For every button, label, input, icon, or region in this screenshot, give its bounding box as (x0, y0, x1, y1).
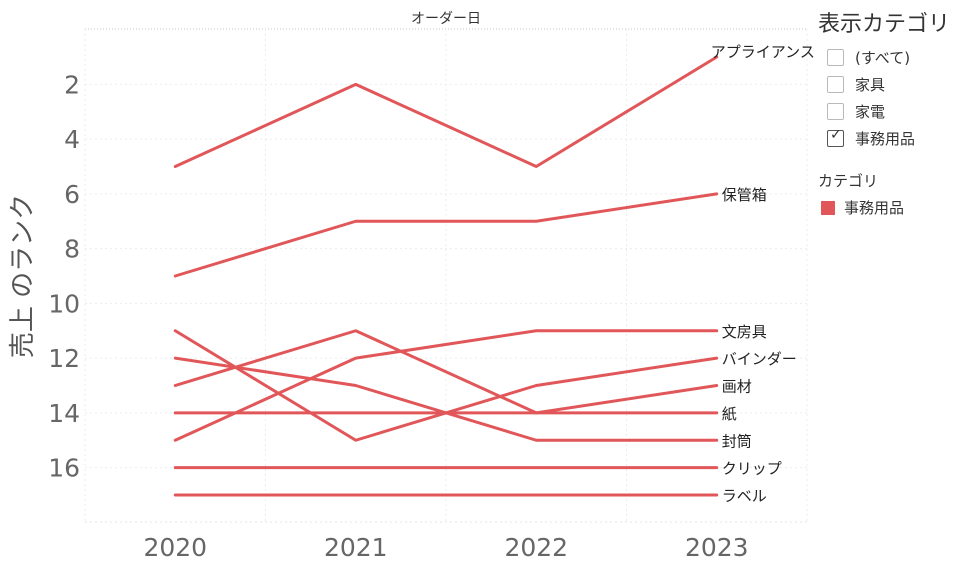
y-tick-label: 4 (64, 125, 80, 154)
filter-checkbox-office-supplies[interactable] (827, 127, 844, 147)
x-tick-label: 2022 (504, 533, 568, 561)
x-tick-label: 2023 (685, 533, 749, 561)
y-axis-title: 売上 のランク (8, 194, 38, 358)
x-tick-label: 2020 (143, 533, 207, 561)
series-line (173, 192, 719, 278)
axes: 2 4 6 8 10 12 14 16 売上 のランク 2020 2021 2022 2023 (8, 70, 749, 561)
series-end-label: バインダー (722, 350, 797, 368)
y-tick-label: 16 (48, 454, 80, 483)
filter-title: 表示カテゴリ (818, 12, 951, 37)
legend-title: カテゴリ (818, 172, 879, 190)
color-legend: カテゴリ 事務用品 (818, 170, 968, 218)
filter-checkbox-furniture[interactable] (827, 76, 844, 93)
series-end-label: クリップ (722, 460, 782, 478)
series-line (173, 329, 719, 415)
legend-label: 事務用品 (844, 199, 905, 217)
grid (84, 28, 808, 523)
filter-option-furniture[interactable]: 家具 (818, 71, 968, 98)
y-tick-label: 8 (64, 235, 80, 264)
filter-option-all[interactable]: (すべて) (818, 44, 968, 71)
series-end-label: ラベル (722, 487, 767, 505)
series-end-label: 画材 (722, 378, 752, 396)
filter-checkbox-all[interactable] (827, 49, 844, 66)
filter-option-appliances[interactable]: 家電 (818, 98, 968, 125)
category-filter: 表示カテゴリ (すべて) 家具 家電 事務用品 (818, 6, 968, 152)
y-tick-label: 10 (48, 289, 80, 318)
series-end-label: 封筒 (722, 432, 752, 450)
y-tick-label: 14 (48, 399, 80, 428)
y-tick-label: 6 (64, 180, 80, 209)
filter-option-label: (すべて) (855, 49, 911, 67)
legend-swatch (821, 200, 835, 215)
series-lines (173, 55, 719, 497)
x-tick-label: 2021 (324, 533, 388, 561)
legend-item[interactable]: 事務用品 (818, 197, 968, 218)
series-end-label: 紙 (722, 405, 737, 423)
series-end-label: 文房具 (722, 323, 767, 341)
y-tick-label: 12 (48, 344, 80, 373)
series-line (173, 55, 719, 168)
series-line (173, 329, 719, 442)
filter-option-office-supplies[interactable]: 事務用品 (818, 125, 968, 152)
y-tick-label: 2 (64, 70, 80, 99)
series-line (173, 356, 719, 442)
filter-option-label: 家電 (855, 103, 886, 121)
series-end-label: 保管箱 (722, 186, 767, 204)
column-header: オーダー日 (411, 11, 481, 27)
filter-option-label: 家具 (855, 76, 886, 94)
filter-checkbox-appliances[interactable] (827, 103, 844, 120)
filter-option-label: 事務用品 (855, 130, 916, 148)
series-end-label: アプライアンス (711, 43, 815, 61)
